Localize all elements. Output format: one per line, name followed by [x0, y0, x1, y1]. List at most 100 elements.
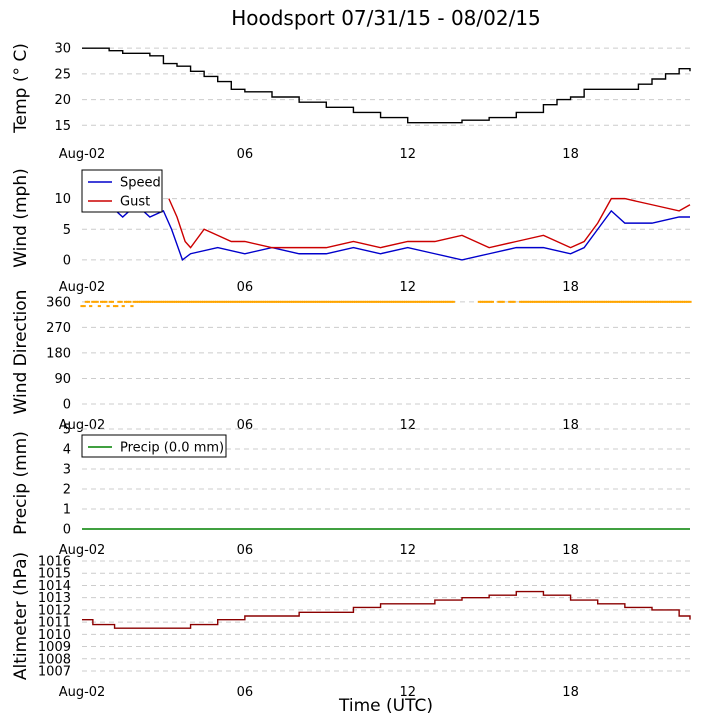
data-point	[273, 300, 277, 303]
data-point	[486, 300, 490, 303]
data-point	[136, 300, 141, 303]
data-point	[156, 300, 160, 303]
x-tick-label: 12	[399, 685, 416, 700]
data-point	[399, 300, 403, 303]
data-point	[288, 300, 293, 303]
data-point	[675, 300, 679, 303]
data-point	[582, 300, 586, 303]
data-point	[542, 300, 547, 303]
x-tick-label: 18	[562, 685, 579, 700]
data-point	[525, 300, 529, 303]
data-point	[555, 300, 560, 303]
data-point	[430, 300, 434, 303]
y-tick-label: 1012	[38, 603, 71, 618]
data-point	[343, 300, 347, 303]
data-point	[634, 300, 638, 303]
y-tick-label: 0	[63, 398, 71, 413]
data-point	[560, 300, 564, 303]
data-point	[647, 300, 651, 303]
data-point	[562, 300, 566, 303]
data-point	[232, 300, 236, 303]
data-point	[260, 300, 264, 303]
y-tick-label: 3	[63, 463, 71, 478]
y-tick-label: 1009	[38, 640, 71, 655]
data-point	[577, 300, 581, 303]
chart-title: Hoodsport 07/31/15 - 08/02/15	[231, 6, 541, 30]
data-point	[130, 305, 134, 308]
data-point	[603, 300, 607, 303]
data-point	[282, 300, 286, 303]
data-point	[188, 300, 193, 303]
data-point	[204, 300, 208, 303]
data-point	[354, 300, 358, 303]
y-tick-label: 25	[54, 67, 71, 82]
data-point	[110, 300, 114, 303]
data-point	[668, 300, 673, 303]
data-point	[608, 300, 612, 303]
data-point	[293, 300, 297, 303]
data-point	[671, 300, 675, 303]
data-point	[219, 300, 223, 303]
data-point	[210, 300, 214, 303]
series-points	[80, 300, 692, 308]
data-point	[82, 305, 86, 308]
data-point	[440, 300, 445, 303]
data-point	[662, 300, 666, 303]
data-point	[97, 305, 101, 308]
series-line-temperature	[82, 47, 691, 124]
data-point	[616, 300, 620, 303]
data-point	[386, 300, 390, 303]
data-point	[564, 300, 568, 303]
data-point	[438, 300, 442, 303]
data-point	[126, 300, 130, 303]
data-point	[527, 300, 531, 303]
data-point	[401, 300, 405, 303]
data-point	[625, 300, 629, 303]
data-point	[356, 300, 360, 303]
y-tick-label: 1011	[38, 616, 71, 631]
data-point	[367, 300, 371, 303]
data-point	[338, 300, 342, 303]
data-point	[484, 300, 488, 303]
data-point	[152, 300, 156, 303]
data-point	[327, 300, 332, 303]
data-point	[436, 300, 440, 303]
x-tick-label: 12	[399, 543, 416, 558]
x-tick-label: Aug-02	[59, 147, 106, 162]
data-point	[108, 300, 112, 303]
data-point	[686, 300, 690, 303]
data-point	[117, 300, 121, 303]
data-point	[334, 300, 338, 303]
data-point	[128, 300, 132, 303]
legend-entry: Gust	[120, 195, 150, 210]
data-point	[688, 300, 692, 303]
x-tick-label: 06	[237, 147, 254, 162]
y-axis-label: Wind (mph)	[11, 168, 31, 268]
y-tick-label: 1014	[38, 579, 71, 594]
legend: Speed Gust	[81, 169, 163, 213]
data-point	[660, 300, 664, 303]
y-tick-label: 360	[46, 295, 71, 310]
data-point	[139, 300, 143, 303]
y-tick-label: 180	[46, 346, 71, 361]
x-tick-label: 06	[237, 685, 254, 700]
data-point	[347, 300, 351, 303]
data-point	[360, 300, 364, 303]
data-point	[508, 300, 512, 303]
data-point	[373, 300, 377, 303]
data-point	[588, 300, 592, 303]
data-point	[154, 300, 158, 303]
data-point	[482, 300, 486, 303]
data-point	[321, 300, 325, 303]
data-point	[655, 300, 660, 303]
x-tick-label: 06	[237, 280, 254, 295]
data-point	[521, 300, 525, 303]
data-point	[382, 300, 386, 303]
data-point	[330, 300, 334, 303]
data-point	[579, 300, 584, 303]
data-point	[160, 300, 164, 303]
data-point	[169, 300, 173, 303]
data-point	[575, 300, 579, 303]
y-tick-label: 270	[46, 321, 71, 336]
